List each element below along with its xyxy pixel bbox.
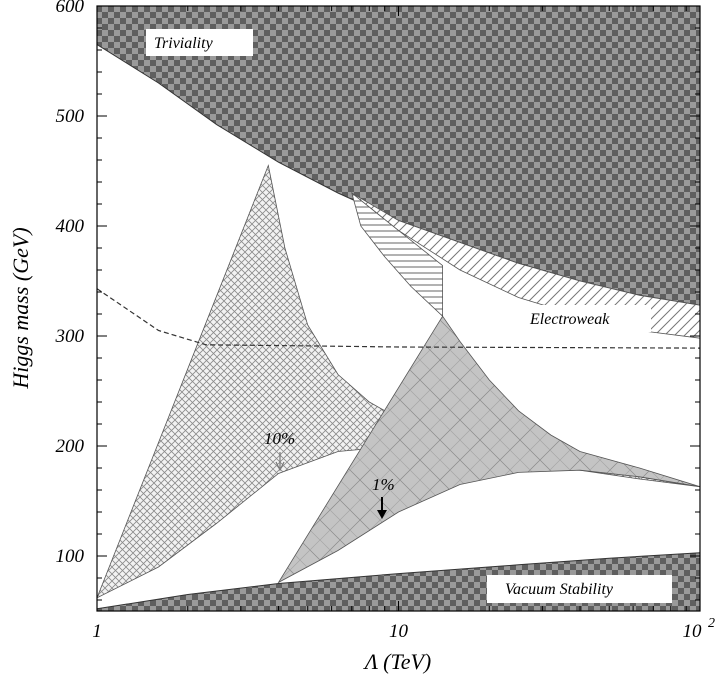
x-axis-ticks: 1 10 10 2 (92, 6, 715, 642)
fine-tuning-1-region (277, 315, 700, 584)
y-axis-ticks: 100 200 300 400 500 600 (55, 0, 700, 601)
y-axis-label: Higgs mass (GeV) (8, 227, 33, 389)
y-tick-label: 100 (56, 546, 85, 567)
triviality-label-box (146, 29, 253, 56)
one-percent-label: 1% (372, 475, 395, 494)
x-axis-label: Λ (TeV) (363, 649, 431, 674)
vacuum-label-box (487, 575, 672, 603)
ten-percent-arrow (275, 452, 285, 472)
x-tick-exponent: 2 (708, 616, 715, 631)
x-tick-label: 10 (683, 621, 703, 642)
horizontal-hatch-region (351, 191, 443, 318)
electroweak-label: Electroweak (529, 311, 610, 328)
ten-percent-label: 10% (264, 429, 295, 448)
y-tick-label: 600 (56, 0, 85, 17)
electroweak-region (351, 192, 700, 339)
y-tick-label: 200 (56, 436, 85, 457)
y-tick-label: 300 (55, 326, 85, 347)
one-percent-arrowhead (377, 510, 387, 519)
y-tick-label: 500 (56, 106, 85, 127)
electroweak-label-box (517, 305, 651, 332)
triviality-label: Triviality (154, 35, 214, 52)
x-tick-label: 10 (389, 621, 409, 642)
x-tick-label: 1 (92, 621, 102, 642)
y-tick-label: 400 (56, 216, 85, 237)
vacuum-stability-label: Vacuum Stability (505, 581, 614, 598)
